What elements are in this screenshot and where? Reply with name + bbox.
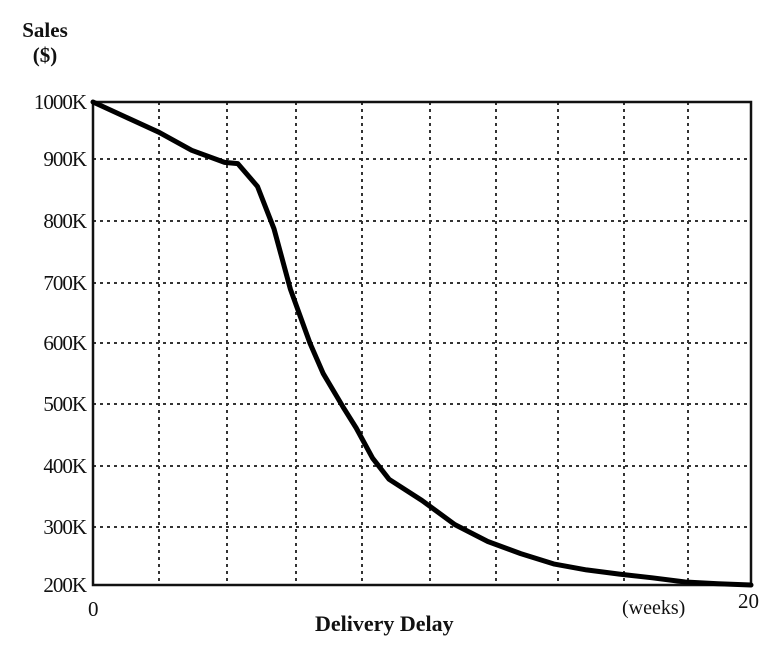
y-tick-300k: 300K [43, 515, 87, 539]
y-axis-title-line1: Sales [22, 18, 68, 42]
grid-lines [93, 102, 751, 585]
y-tick-900k: 900K [43, 147, 87, 171]
x-tick-20: 20 [738, 589, 759, 613]
y-tick-700k: 700K [43, 271, 87, 295]
sales-curve [90, 99, 754, 588]
x-axis-title: Delivery Delay [315, 611, 454, 636]
y-tick-1000k: 1000K [33, 90, 87, 114]
y-tick-800k: 800K [43, 209, 87, 233]
x-tick-0: 0 [88, 597, 99, 621]
plot-frame [91, 100, 753, 587]
y-tick-200k: 200K [43, 573, 87, 597]
x-axis-unit: (weeks) [622, 597, 686, 619]
y-tick-500k: 500K [43, 392, 87, 416]
y-axis-title-line2: ($) [32, 43, 58, 67]
y-tick-400k: 400K [43, 454, 87, 478]
y-tick-600k: 600K [43, 331, 87, 355]
y-axis-title: Sales ($) [2, 18, 88, 68]
